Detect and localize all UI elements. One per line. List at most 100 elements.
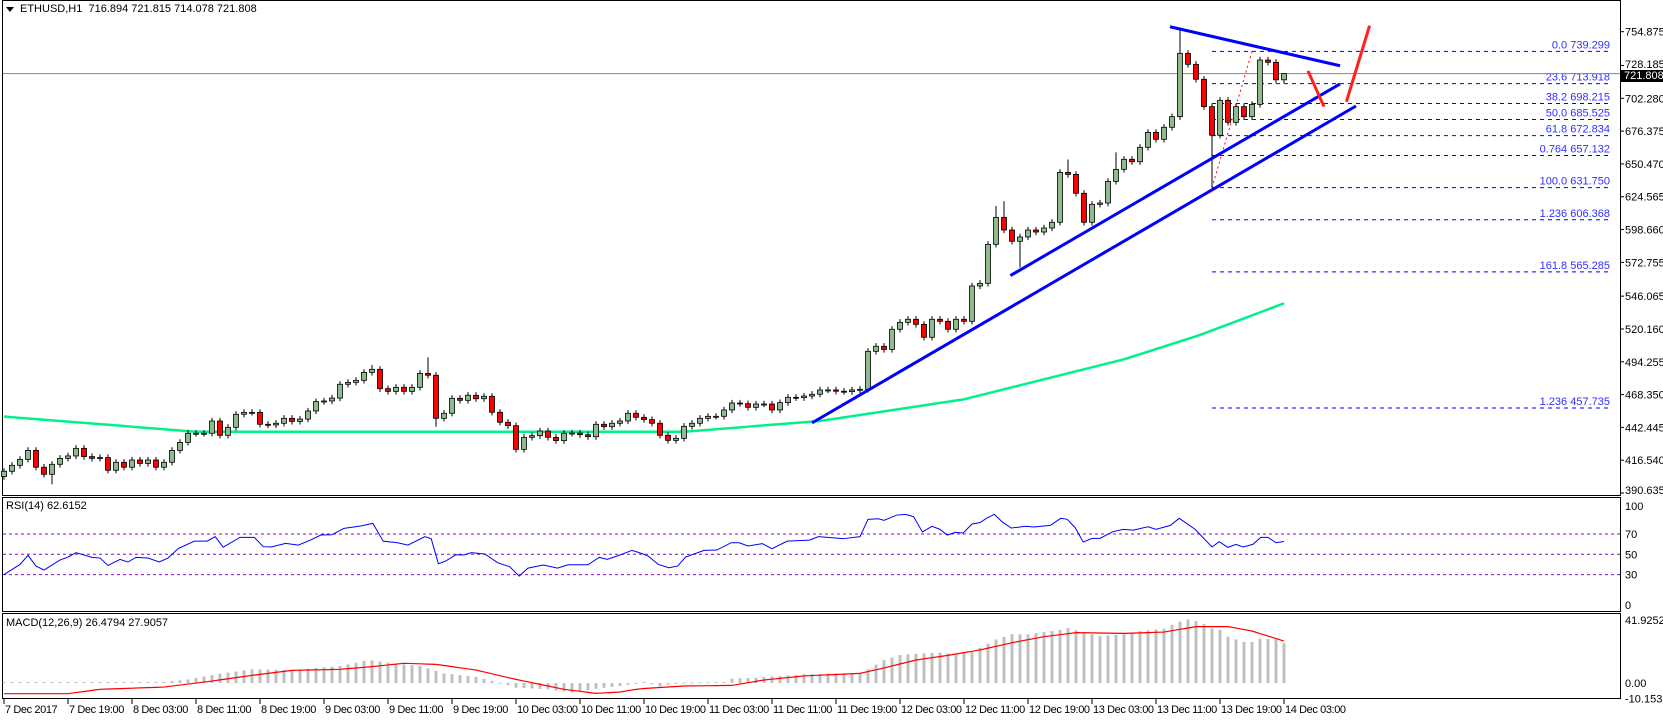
macd-histogram-bar (1082, 632, 1086, 683)
candle-body (265, 423, 271, 426)
dropdown-triangle-icon[interactable] (6, 6, 14, 12)
macd-histogram-bar (938, 652, 942, 683)
macd-histogram-bar (1202, 624, 1206, 683)
candle-body (433, 374, 439, 419)
rsi-axis-label: 0 (1625, 600, 1631, 612)
candle-body (537, 430, 543, 437)
candle (81, 445, 87, 460)
candle-body (561, 432, 567, 442)
candle-body (81, 447, 87, 457)
candle-body (1009, 229, 1015, 242)
candle (457, 395, 463, 404)
candle-body (233, 413, 239, 428)
candle-body (601, 423, 607, 428)
candle (513, 422, 519, 453)
candle (97, 454, 103, 462)
candle (625, 410, 631, 425)
candle (169, 447, 175, 466)
candle (1209, 103, 1215, 188)
candle-body (1169, 116, 1175, 128)
candle-body (953, 318, 959, 330)
macd-histogram-bar (1234, 639, 1238, 683)
price-axis-label: 624.565 (1625, 192, 1663, 204)
candle (425, 357, 431, 379)
candle (321, 397, 327, 405)
candle-body (1, 470, 7, 477)
macd-histogram-bar (362, 661, 366, 683)
candle (433, 372, 439, 427)
macd-histogram-bar (346, 664, 350, 683)
macd-histogram-bar (218, 673, 222, 683)
price-axis-label: 520.160 (1625, 324, 1663, 336)
price-axis-label: 650.470 (1625, 159, 1663, 171)
price-axis-label: 442.445 (1625, 422, 1663, 434)
macd-histogram-bar (162, 681, 166, 683)
candle-body (25, 449, 31, 460)
macd-histogram-bar (858, 673, 862, 683)
fib-level-label: 23.6 713.918 (1546, 72, 1610, 84)
macd-histogram-bar (962, 653, 966, 683)
candle-body (945, 320, 951, 330)
candle (873, 343, 879, 355)
macd-histogram-bar (378, 661, 382, 683)
candle-body (321, 400, 327, 403)
macd-histogram-bar (266, 669, 270, 683)
candle (545, 427, 551, 441)
candle (1105, 178, 1111, 207)
candle-body (289, 417, 295, 422)
candle-body (9, 464, 15, 472)
macd-histogram-bar (610, 683, 614, 687)
time-axis-label: 7 Dec 2017 (5, 704, 58, 716)
macd-histogram-bar (1154, 629, 1158, 683)
candle (881, 343, 887, 353)
candle (481, 393, 487, 402)
macd-histogram-bar (1274, 639, 1278, 683)
macd-histogram-bar (834, 673, 838, 683)
macd-histogram-bar (474, 676, 478, 683)
candle-body (249, 411, 255, 414)
fib-level-label: 38.2 698.215 (1546, 91, 1610, 103)
candle-body (1129, 158, 1135, 163)
candle (1177, 27, 1183, 120)
candle (889, 326, 895, 353)
candle-body (145, 459, 151, 464)
candle-body (1049, 221, 1055, 229)
candle-body (897, 321, 903, 330)
candle (905, 316, 911, 326)
candle (1265, 56, 1271, 66)
macd-histogram-bar (978, 647, 982, 683)
time-axis-label: 12 Dec 11:00 (965, 704, 1025, 716)
candle-body (41, 466, 47, 475)
candle-body (865, 350, 871, 390)
candle (929, 316, 935, 341)
price-axis-label: 572.755 (1625, 257, 1663, 269)
macd-histogram-bar (1226, 636, 1230, 683)
candle-body (713, 415, 719, 418)
candle (1017, 233, 1023, 268)
macd-histogram-bar (1074, 630, 1078, 683)
candle-body (633, 412, 639, 418)
candle-body (137, 459, 143, 464)
candle-body (777, 402, 783, 411)
macd-histogram-bar (706, 682, 710, 684)
candle-body (217, 420, 223, 436)
time-axis-label: 12 Dec 03:00 (901, 704, 962, 716)
candle-body (57, 457, 63, 465)
candle (849, 386, 855, 395)
candle-body (337, 383, 343, 399)
macd-histogram-bar (1258, 638, 1262, 683)
candle-body (369, 368, 375, 373)
time-axis-label: 11 Dec 11:00 (773, 704, 832, 716)
candle-body (697, 417, 703, 424)
candle-body (1121, 158, 1127, 170)
candle (961, 316, 967, 325)
macd-histogram-bar (314, 668, 318, 683)
macd-histogram-bar (954, 654, 958, 683)
candle-body (817, 389, 823, 395)
macd-histogram-bar (82, 681, 86, 683)
candle (753, 400, 759, 411)
candle-body (1041, 227, 1047, 233)
macd-histogram-bar (562, 683, 566, 692)
macd-histogram-bar (106, 681, 110, 683)
candle (833, 386, 839, 395)
